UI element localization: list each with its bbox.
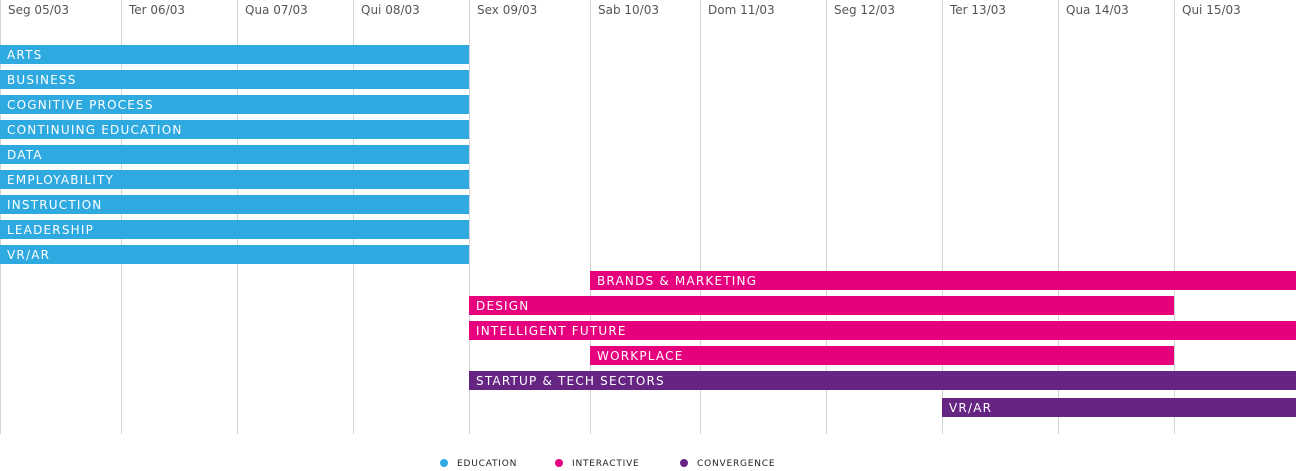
legend-label: EDUCATION <box>457 459 518 469</box>
day-column: Ter 13/03 <box>942 0 1058 434</box>
gantt-bar-education[interactable]: BUSINESS <box>0 70 469 89</box>
day-column: Qua 14/03 <box>1058 0 1174 434</box>
day-column: Sab 10/03 <box>590 0 700 434</box>
day-label: Dom 11/03 <box>708 3 775 17</box>
gantt-bar-interactive[interactable]: DESIGN <box>469 296 1174 315</box>
gantt-bar-convergence[interactable]: VR/AR <box>942 398 1296 417</box>
day-label: Ter 13/03 <box>950 3 1007 17</box>
day-label: Seg 12/03 <box>834 3 896 17</box>
legend-label: CONVERGENCE <box>697 459 776 469</box>
day-label: Sex 09/03 <box>477 3 538 17</box>
gantt-bar-education[interactable]: ARTS <box>0 45 469 64</box>
day-column: Qui 08/03 <box>353 0 469 434</box>
gantt-bar-education[interactable]: VR/AR <box>0 245 469 264</box>
gantt-bar-education[interactable]: EMPLOYABILITY <box>0 170 469 189</box>
day-label: Sab 10/03 <box>598 3 659 17</box>
gantt-bar-education[interactable]: LEADERSHIP <box>0 220 469 239</box>
gantt-bar-convergence[interactable]: STARTUP & TECH SECTORS <box>469 371 1296 390</box>
gantt-bar-interactive[interactable]: BRANDS & MARKETING <box>590 271 1296 290</box>
day-column: Seg 12/03 <box>826 0 942 434</box>
day-column: Seg 05/03 <box>0 0 121 434</box>
gantt-bar-education[interactable]: COGNITIVE PROCESS <box>0 95 469 114</box>
legend-dot-icon <box>680 459 688 467</box>
legend-item-interactive: INTERACTIVE <box>555 459 640 469</box>
gantt-grid: Seg 05/03 Ter 06/03 Qua 07/03 Qui 08/03 Sex … <box>0 0 1296 434</box>
gantt-bar-interactive[interactable]: WORKPLACE <box>590 346 1174 365</box>
day-label: Qui 08/03 <box>361 3 420 17</box>
gantt-bar-interactive[interactable]: INTELLIGENT FUTURE <box>469 321 1296 340</box>
day-column: Qua 07/03 <box>237 0 353 434</box>
gantt-bar-education[interactable]: CONTINUING EDUCATION <box>0 120 469 139</box>
day-label: Seg 05/03 <box>8 3 70 17</box>
legend-label: INTERACTIVE <box>572 459 640 469</box>
legend-dot-icon <box>555 459 563 467</box>
legend-item-convergence: CONVERGENCE <box>680 459 775 469</box>
day-column: Ter 06/03 <box>121 0 237 434</box>
gantt-bar-education[interactable]: DATA <box>0 145 469 164</box>
day-label: Qua 14/03 <box>1066 3 1129 17</box>
day-label: Qua 07/03 <box>245 3 308 17</box>
legend-item-education: EDUCATION <box>440 459 517 469</box>
day-label: Ter 06/03 <box>129 3 186 17</box>
day-label: Qui 15/03 <box>1182 3 1241 17</box>
legend-dot-icon <box>440 459 448 467</box>
gantt-bar-education[interactable]: INSTRUCTION <box>0 195 469 214</box>
day-column: Sex 09/03 <box>469 0 590 434</box>
day-column: Qui 15/03 <box>1174 0 1296 434</box>
day-column: Dom 11/03 <box>700 0 826 434</box>
